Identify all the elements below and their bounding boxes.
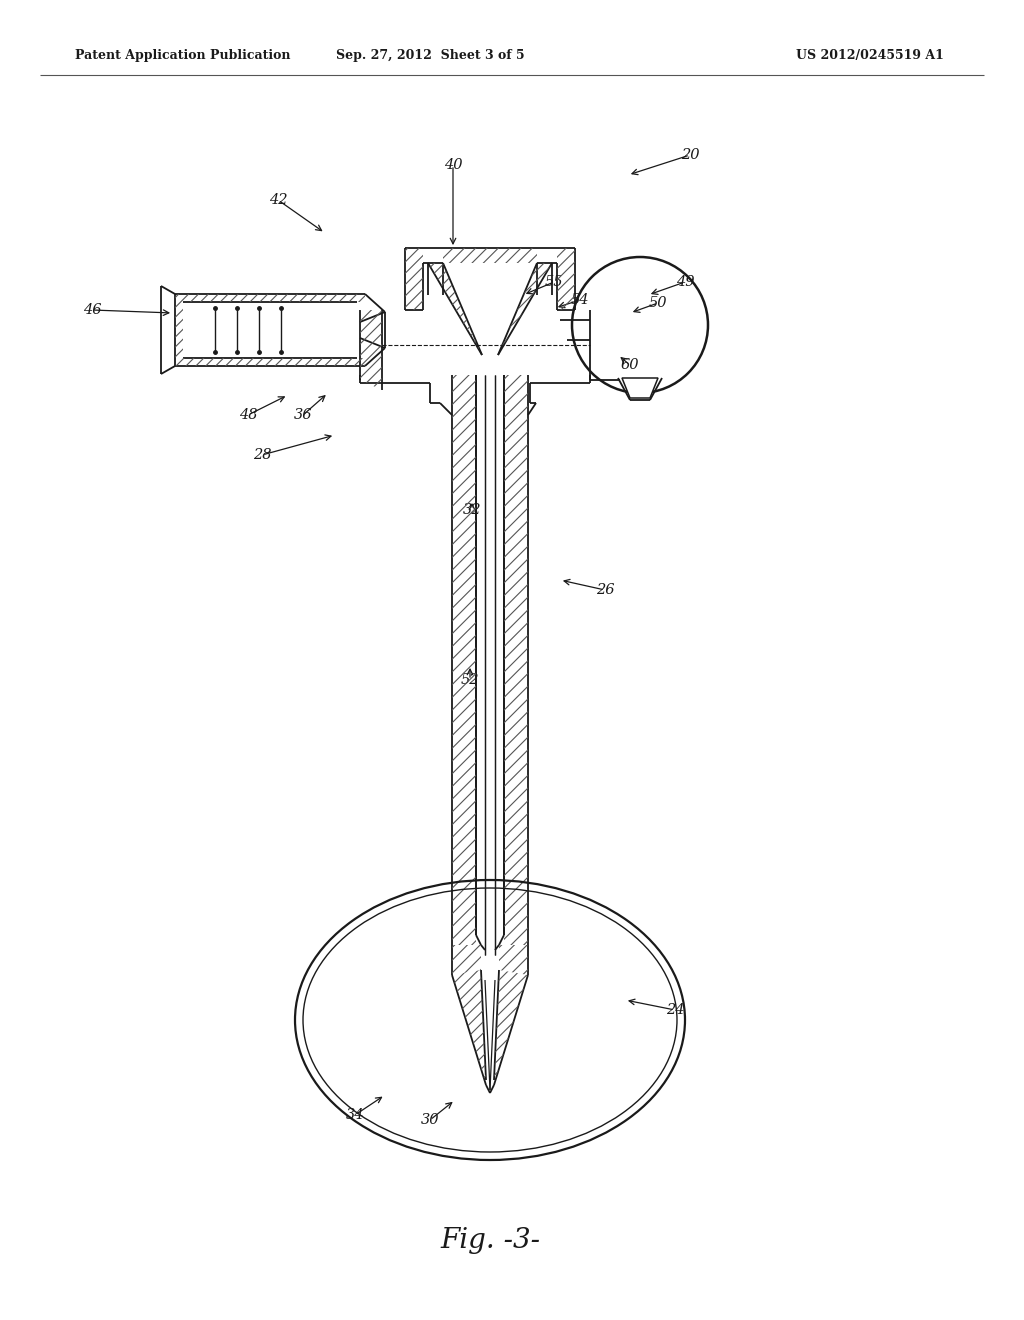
- Text: 55: 55: [545, 275, 563, 289]
- Text: Fig. -3-: Fig. -3-: [440, 1226, 540, 1254]
- Text: US 2012/0245519 A1: US 2012/0245519 A1: [796, 49, 944, 62]
- Text: 52: 52: [461, 673, 479, 686]
- Text: 49: 49: [676, 275, 694, 289]
- Text: 28: 28: [253, 447, 271, 462]
- Text: Patent Application Publication: Patent Application Publication: [75, 49, 291, 62]
- Polygon shape: [622, 378, 658, 399]
- Text: 30: 30: [421, 1113, 439, 1127]
- Text: 40: 40: [443, 158, 462, 172]
- Text: 60: 60: [621, 358, 639, 372]
- Text: 50: 50: [649, 296, 668, 310]
- Text: Sep. 27, 2012  Sheet 3 of 5: Sep. 27, 2012 Sheet 3 of 5: [336, 49, 524, 62]
- Text: 24: 24: [666, 1003, 684, 1016]
- Text: 48: 48: [239, 408, 257, 422]
- Text: 46: 46: [83, 304, 101, 317]
- Text: 54: 54: [570, 293, 589, 308]
- Text: 32: 32: [463, 503, 481, 517]
- Text: 34: 34: [346, 1107, 365, 1122]
- Text: 20: 20: [681, 148, 699, 162]
- Text: 42: 42: [268, 193, 288, 207]
- Text: 26: 26: [596, 583, 614, 597]
- Polygon shape: [476, 375, 504, 945]
- Text: 36: 36: [294, 408, 312, 422]
